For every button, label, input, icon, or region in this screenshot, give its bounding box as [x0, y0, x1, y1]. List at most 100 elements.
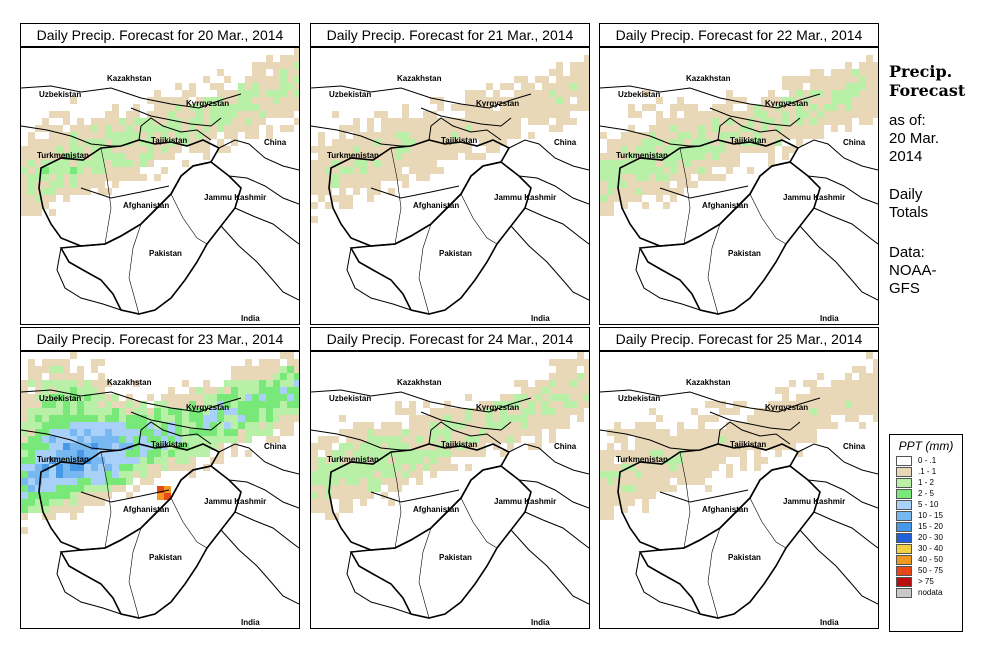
- precip-cell: [409, 457, 416, 464]
- precip-cell: [252, 111, 259, 118]
- precip-cell: [98, 485, 105, 492]
- precip-cell: [28, 464, 35, 471]
- precip-cell: [353, 146, 360, 153]
- precip-cell: [318, 492, 325, 499]
- precip-cell: [621, 181, 628, 188]
- precip-cell: [584, 69, 589, 76]
- precip-cell: [367, 139, 374, 146]
- border-line: [128, 527, 142, 619]
- precip-cell: [465, 153, 472, 160]
- border-line: [460, 193, 498, 245]
- precip-cell: [873, 373, 878, 380]
- precip-cell: [311, 216, 318, 223]
- precip-cell: [325, 188, 332, 195]
- precip-cell: [733, 443, 740, 450]
- ppt-legend: PPT (mm) 0 - .1 .1 - 1 1 - 2 2 - 5 5 - 1…: [889, 434, 963, 632]
- precip-cell: [339, 478, 346, 485]
- precip-cell: [231, 415, 238, 422]
- precip-cell: [663, 485, 670, 492]
- precip-cell: [803, 90, 810, 97]
- precip-cell: [563, 394, 570, 401]
- precip-cell: [754, 104, 761, 111]
- precip-cell: [210, 408, 217, 415]
- precip-cell: [56, 153, 63, 160]
- precip-cell: [70, 387, 77, 394]
- precip-cell: [91, 436, 98, 443]
- precip-cell: [845, 97, 852, 104]
- precip-cell: [698, 422, 705, 429]
- precip-cell: [628, 464, 635, 471]
- precip-cell: [238, 111, 245, 118]
- precip-cell: [430, 436, 437, 443]
- border-line: [420, 411, 512, 431]
- precip-cell: [642, 104, 649, 111]
- precip-cell: [754, 429, 761, 436]
- precip-cell: [91, 499, 98, 506]
- data-source-block: Data: NOAA- GFS: [889, 244, 937, 298]
- precip-cell: [161, 450, 168, 457]
- precip-cell: [77, 167, 84, 174]
- precip-cell: [458, 104, 465, 111]
- precip-cell: [105, 174, 112, 181]
- precip-cell: [217, 415, 224, 422]
- precip-cell: [600, 209, 607, 216]
- map-label-china: China: [554, 138, 577, 147]
- precip-cell: [175, 443, 182, 450]
- precip-cell: [642, 443, 649, 450]
- legend-swatch: [896, 467, 912, 477]
- precip-cell: [395, 457, 402, 464]
- precip-cell: [367, 195, 374, 202]
- precip-cell: [339, 471, 346, 478]
- precip-cell: [810, 118, 817, 125]
- precip-cell: [21, 181, 28, 188]
- legend-label: nodata: [918, 588, 943, 597]
- precip-cell: [203, 146, 210, 153]
- precip-cell: [493, 97, 500, 104]
- precip-cell: [126, 408, 133, 415]
- precip-cell: [203, 401, 210, 408]
- precip-cell: [705, 485, 712, 492]
- precip-cell: [656, 153, 663, 160]
- precip-cell: [168, 97, 175, 104]
- precip-cell: [266, 394, 273, 401]
- precip-cell: [147, 132, 154, 139]
- map-label-india: India: [241, 314, 260, 323]
- map-label-uzbekistan: Uzbekistan: [618, 394, 660, 403]
- precip-cell: [684, 139, 691, 146]
- precip-cell: [549, 359, 556, 366]
- precip-cell: [346, 146, 353, 153]
- precip-cell: [754, 408, 761, 415]
- precip-cell: [210, 429, 217, 436]
- precip-cell: [507, 429, 514, 436]
- precip-cell: [21, 394, 28, 401]
- precip-cell: [105, 153, 112, 160]
- precip-cell: [817, 97, 824, 104]
- precip-cell: [35, 464, 42, 471]
- precip-cell: [77, 471, 84, 478]
- precip-cell: [189, 83, 196, 90]
- precip-cell: [189, 422, 196, 429]
- precip-cell: [409, 125, 416, 132]
- precip-cell: [705, 464, 712, 471]
- precip-cell: [500, 401, 507, 408]
- precip-cell: [126, 160, 133, 167]
- precip-cell: [444, 443, 451, 450]
- precip-cell: [189, 394, 196, 401]
- precip-cell: [817, 111, 824, 118]
- precip-cell: [712, 153, 719, 160]
- precip-cell: [768, 146, 775, 153]
- precip-cell: [866, 394, 873, 401]
- precip-cell: [119, 471, 126, 478]
- precip-cell: [479, 450, 486, 457]
- precip-cell: [444, 125, 451, 132]
- precip-cell: [367, 422, 374, 429]
- precip-cell: [719, 457, 726, 464]
- precip-cell: [105, 401, 112, 408]
- precip-cell: [353, 443, 360, 450]
- precip-cell: [98, 492, 105, 499]
- precip-cell: [332, 139, 339, 146]
- precip-cell: [154, 132, 161, 139]
- precip-cell: [63, 146, 70, 153]
- precip-cell: [768, 422, 775, 429]
- precip-cell: [388, 422, 395, 429]
